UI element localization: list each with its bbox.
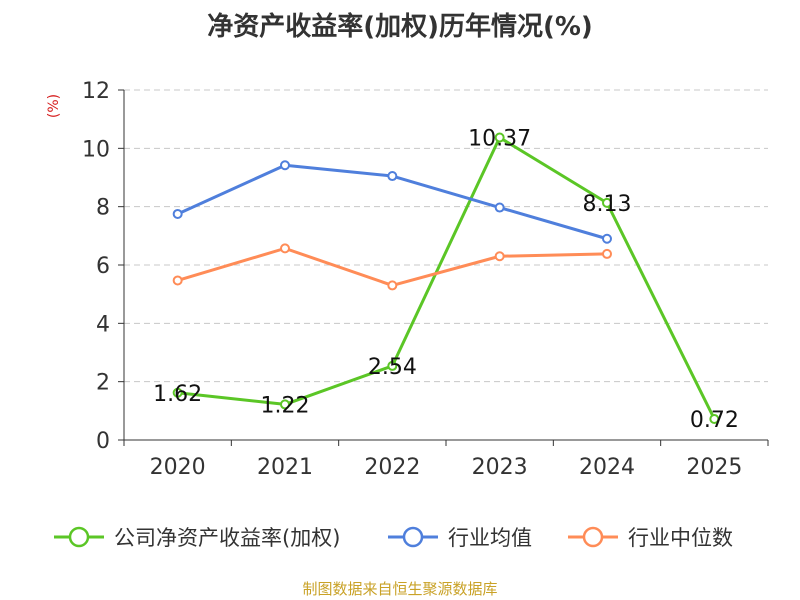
x-tick-label-2021: 2021 (257, 455, 313, 480)
data-label-2023: 10.37 (468, 127, 531, 152)
data-labels: 1.62 1.22 2.54 10.37 8.13 0.72 (153, 127, 739, 433)
data-point-0-2025 (709, 414, 720, 424)
grid-lines (124, 89, 768, 383)
data-source-note: 制图数据来自恒生聚源数据库 (302, 580, 498, 598)
data-point-0-2022 (387, 360, 398, 371)
y-tick-label-0: 0 (96, 429, 110, 454)
data-point-2-2020 (172, 275, 183, 286)
data-point-2-2021 (280, 243, 290, 254)
y-tick-label-6: 6 (96, 254, 110, 279)
data-point-1-2020 (172, 208, 183, 219)
legend-item-0[interactable]: 公司净资产收益率(加权) (54, 520, 340, 554)
x-tick-label-2022: 2022 (364, 455, 420, 480)
legend-label: 行业均值 (448, 526, 532, 550)
legend: 公司净资产收益率(加权) 行业均值 行业中位数 (0, 520, 800, 554)
y-tick-label-10: 10 (82, 137, 110, 162)
legend-marker-icon (388, 526, 438, 548)
data-label-2020: 1.62 (153, 382, 202, 407)
data-label-2021: 1.22 (261, 393, 310, 418)
x-tick-label-2020: 2020 (150, 455, 206, 480)
x-tick-label-2023: 2023 (472, 455, 528, 480)
data-point-2-2024 (602, 248, 612, 259)
data-point-1-2023 (494, 202, 505, 213)
data-point-0-2020 (172, 387, 183, 398)
data-point-0-2021 (280, 399, 290, 410)
legend-marker-icon (568, 526, 618, 548)
series-line-0 (177, 136, 716, 420)
chart-title: 净资产收益率(加权)历年情况(%) (207, 12, 593, 42)
legend-label: 公司净资产收益率(加权) (114, 526, 341, 550)
data-point-2-2022 (387, 280, 398, 291)
data-point-0-2024 (602, 197, 612, 208)
x-tick-label-2024: 2024 (579, 455, 635, 480)
data-point-2-2023 (494, 251, 505, 262)
data-point-1-2022 (387, 171, 398, 182)
data-label-2022: 2.54 (368, 355, 417, 380)
y-tick-label-2: 2 (96, 371, 110, 396)
data-point-1-2024 (602, 233, 612, 244)
y-tick-label-4: 4 (96, 312, 110, 337)
x-tick-label-2025: 2025 (686, 455, 742, 480)
axes: 0 2 4 6 8 10 12 2020 2021 2022 2023 2024 2025 (82, 79, 769, 480)
legend-item-2[interactable]: 行业中位数 (568, 520, 733, 554)
data-label-2024: 8.13 (583, 192, 632, 217)
series-line-2 (177, 246, 608, 287)
data-label-2025: 0.72 (690, 408, 739, 433)
legend-marker-icon (54, 526, 104, 548)
legend-item-1[interactable]: 行业均值 (388, 520, 532, 554)
legend-label: 行业中位数 (628, 526, 733, 550)
y-tick-label-12: 12 (82, 79, 110, 104)
data-point-0-2023 (494, 132, 505, 143)
y-tick-label-8: 8 (96, 196, 110, 221)
series-lines (172, 132, 720, 424)
data-point-1-2021 (280, 160, 290, 171)
